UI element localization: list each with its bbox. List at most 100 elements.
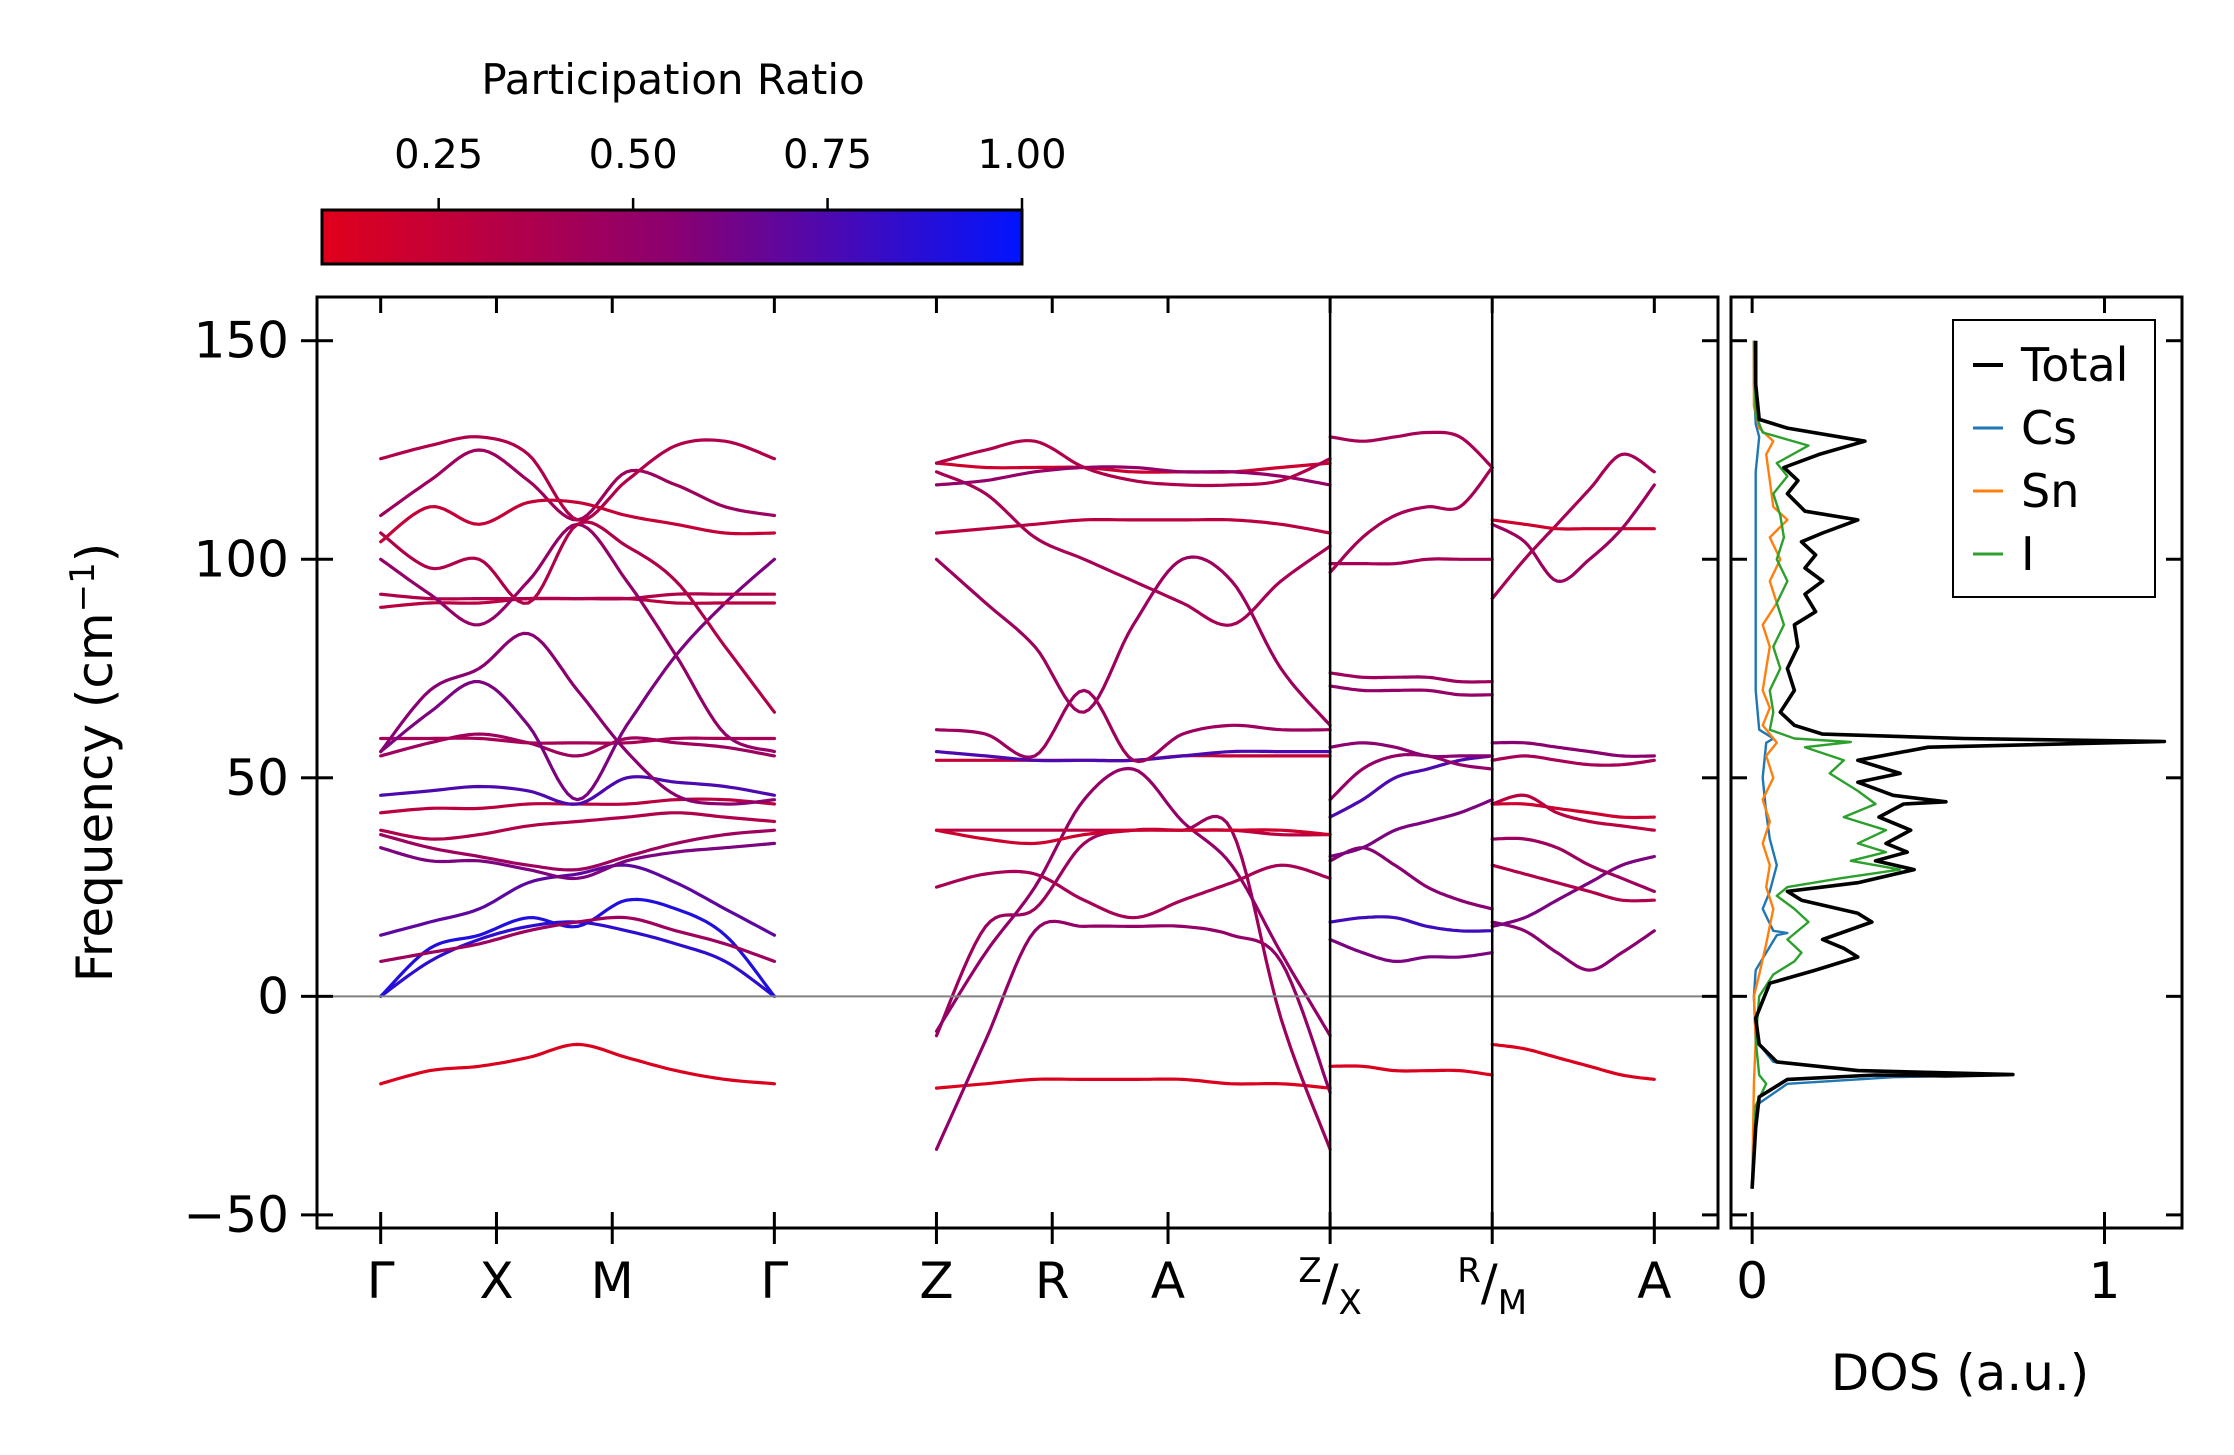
phonon-band [1490, 854, 1656, 928]
phonon-band [379, 592, 776, 601]
phonon-band [934, 465, 1332, 487]
phonon-band [1328, 915, 1494, 933]
phonon-band [379, 811, 776, 841]
kpoint-label: Γ [760, 1252, 788, 1310]
kpoint-label: Γ [367, 1252, 395, 1310]
y-tick-label: −50 [183, 1186, 289, 1244]
phonon-band [1328, 557, 1494, 566]
kpoint-label: Z [919, 1252, 953, 1310]
phonon-band [1328, 753, 1494, 802]
phonon-band [1490, 740, 1656, 758]
phonon-bands [379, 430, 1656, 1151]
phonon-band [1490, 920, 1656, 972]
phonon-band [379, 897, 776, 998]
phonon-band [379, 435, 776, 522]
phonon-band [934, 863, 1332, 920]
dos-series-sn [1750, 340, 1789, 1189]
legend-label: I [2021, 527, 2035, 581]
band-structure-axes: −50 0 50 100 150 Γ X M Γ Z R A Z/X R/M A Frequency (c… [63, 295, 1720, 1323]
phonon-band [379, 915, 776, 963]
y-tick-label: 100 [194, 530, 289, 588]
kpoint-label: A [1637, 1252, 1671, 1310]
kpoint-label: X [479, 1252, 513, 1310]
phonon-band [379, 775, 776, 806]
phonon-band [1328, 1064, 1494, 1077]
kpoint-label: R [1035, 1252, 1070, 1310]
phonon-band [934, 766, 1332, 1038]
phonon-band [934, 439, 1332, 488]
dos-series-total [1750, 340, 2167, 1189]
phonon-band [1328, 671, 1494, 684]
colorbar-tick-label: 0.75 [783, 132, 872, 178]
dos-y-ticks [1731, 339, 2182, 1217]
phonon-band [379, 736, 776, 745]
phonon-band [1490, 1042, 1656, 1081]
y-axis-label: Frequency (cm−1) [63, 543, 124, 983]
phonon-band [1490, 483, 1656, 583]
legend-label: Cs [2021, 401, 2077, 455]
phonon-band [1490, 793, 1656, 832]
phonon-band [379, 522, 776, 754]
phonon-band [1490, 452, 1656, 601]
phonon-band [934, 518, 1332, 535]
phonon-band [1328, 798, 1494, 859]
phonon-band [934, 688, 1332, 764]
phonon-band [379, 498, 776, 544]
phonon-band [1328, 465, 1494, 574]
phonon-band [1328, 754, 1494, 819]
phonon-band [1328, 430, 1494, 470]
colorbar-tick-label: 0.50 [589, 132, 678, 178]
phonon-band [379, 828, 776, 872]
phonon-band [379, 841, 776, 881]
kpoint-label: R/M [1457, 1251, 1527, 1323]
phonon-band [934, 461, 1332, 474]
phonon-band [379, 557, 776, 802]
dos-series-i [1750, 340, 1902, 1189]
phonon-band [379, 1042, 776, 1086]
phonon-band [379, 520, 776, 714]
phonon-band [379, 920, 776, 998]
phonon-band [1490, 754, 1656, 767]
phonon-band [379, 863, 776, 937]
phonon-band [1490, 518, 1656, 531]
y-axis-ticks: −50 0 50 100 150 [183, 312, 1718, 1244]
dos-x-axis-label: DOS (a.u.) [1831, 1344, 2090, 1402]
kpoint-label: A [1151, 1252, 1185, 1310]
legend-items: Total Cs Sn I [1973, 338, 2128, 581]
colorbar-title: Participation Ratio [481, 55, 864, 104]
phonon-band [1328, 846, 1494, 911]
dos-series [1750, 340, 2167, 1189]
phonon-band [934, 919, 1332, 1151]
phonon-band [1490, 836, 1656, 893]
phonon-band [1328, 684, 1494, 697]
dos-legend: Total Cs Sn I [1952, 319, 2156, 598]
phonon-band [934, 555, 1332, 727]
dos-axes-frame [1729, 295, 2184, 1230]
legend-label: Total [2020, 338, 2128, 392]
kpath-dividers [1328, 297, 1494, 1228]
colorbar-bar [320, 208, 1024, 266]
kpoint-label: Z/X [1298, 1251, 1361, 1323]
phonon-band [1328, 937, 1494, 963]
phonon-band [379, 631, 776, 806]
phonon-band [934, 1077, 1332, 1090]
kpoint-label: M [591, 1252, 634, 1310]
legend-label: Sn [2021, 464, 2079, 518]
phonon-band [1490, 802, 1656, 820]
y-tick-label: 50 [225, 749, 289, 807]
dos-x-tick-label: 1 [2089, 1252, 2121, 1310]
colorbar-tick-label: 0.25 [394, 132, 483, 178]
colorbar: Participation Ratio 0.25 0.50 0.75 1.00 [320, 55, 1067, 266]
kpoint-ticks: Γ X M Γ Z R A Z/X R/M A [367, 297, 1671, 1323]
phonon-band [1328, 741, 1494, 759]
colorbar-tick-label: 1.00 [977, 132, 1066, 178]
dos-x-tick-label: 0 [1736, 1252, 1768, 1310]
band-axes-frame [315, 295, 1720, 1230]
phonon-band [379, 448, 776, 522]
phonon-band [934, 470, 1332, 627]
y-tick-label: 0 [257, 967, 289, 1025]
phonon-band [1490, 863, 1656, 903]
